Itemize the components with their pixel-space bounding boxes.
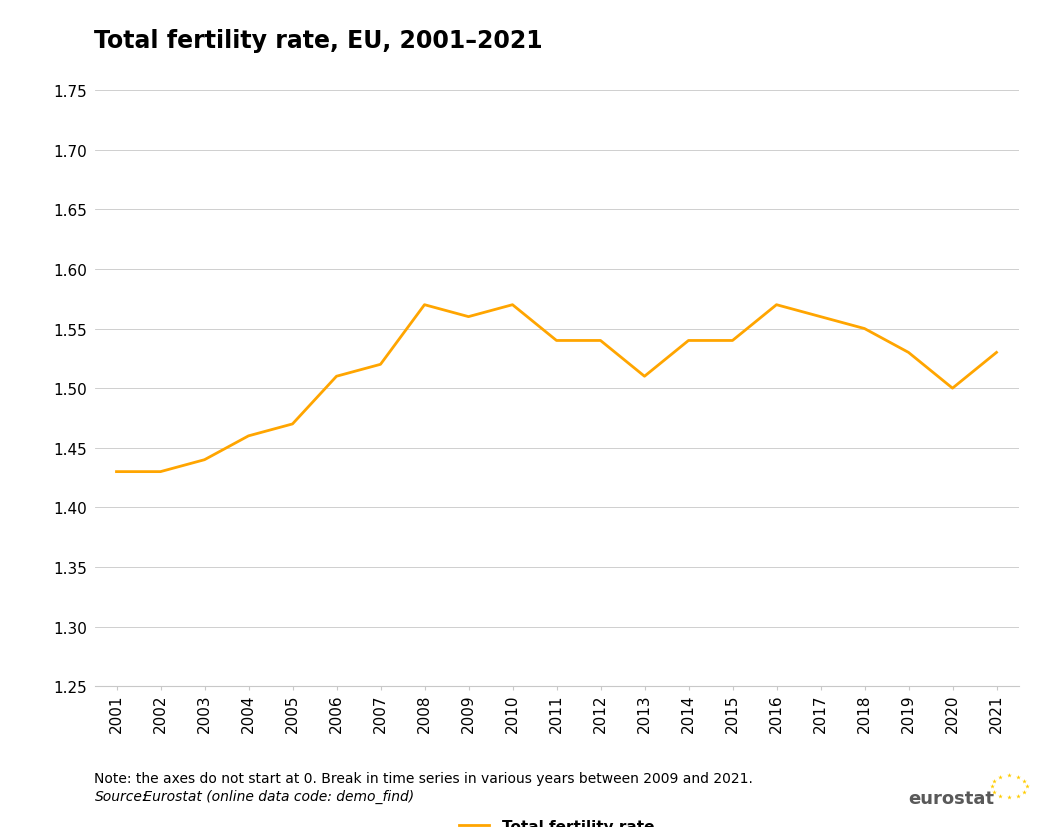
Legend: Total fertility rate: Total fertility rate — [453, 813, 660, 827]
Text: Total fertility rate, EU, 2001–2021: Total fertility rate, EU, 2001–2021 — [94, 29, 543, 53]
Text: Eurostat (online data code: demo_find): Eurostat (online data code: demo_find) — [139, 789, 414, 803]
Text: eurostat: eurostat — [908, 789, 994, 807]
Text: Source:: Source: — [94, 789, 147, 803]
Text: Note: the axes do not start at 0. Break in time series in various years between : Note: the axes do not start at 0. Break … — [94, 771, 754, 785]
